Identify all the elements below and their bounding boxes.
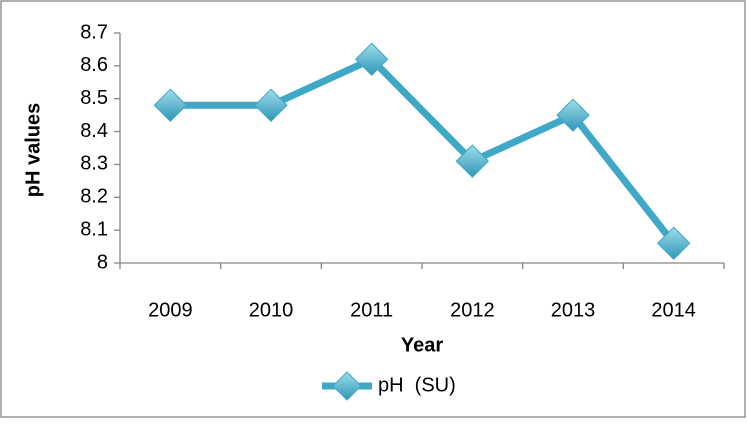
- x-tick-label: 2011: [350, 299, 393, 321]
- x-tick-label: 2009: [148, 299, 193, 321]
- legend-marker: [332, 371, 362, 401]
- y-tick-label: 8.3: [80, 153, 108, 175]
- data-marker: [254, 88, 288, 122]
- data-marker: [656, 226, 691, 260]
- x-tick-label: 2014: [651, 299, 696, 321]
- x-axis-title: Year: [401, 334, 443, 356]
- y-tick-label: 8.6: [80, 54, 108, 76]
- x-tick-label: 2012: [450, 299, 495, 321]
- series-line: [170, 55, 677, 246]
- y-tick-label: 8.4: [80, 120, 108, 142]
- data-marker: [556, 98, 590, 132]
- legend-label: pH (SU): [378, 374, 456, 396]
- x-tick-label: 2010: [249, 299, 294, 321]
- data-marker: [455, 144, 490, 178]
- y-axis-title: pH values: [22, 103, 44, 197]
- y-tick-label: 8: [97, 251, 108, 273]
- data-marker: [153, 88, 188, 122]
- y-tick-label: 8.7: [80, 21, 108, 43]
- data-marker: [354, 42, 389, 76]
- y-tick-label: 8.5: [80, 87, 108, 109]
- y-tick-label: 8.2: [80, 186, 108, 208]
- x-tick-label: 2013: [551, 299, 596, 321]
- y-tick-label: 8.1: [80, 218, 108, 240]
